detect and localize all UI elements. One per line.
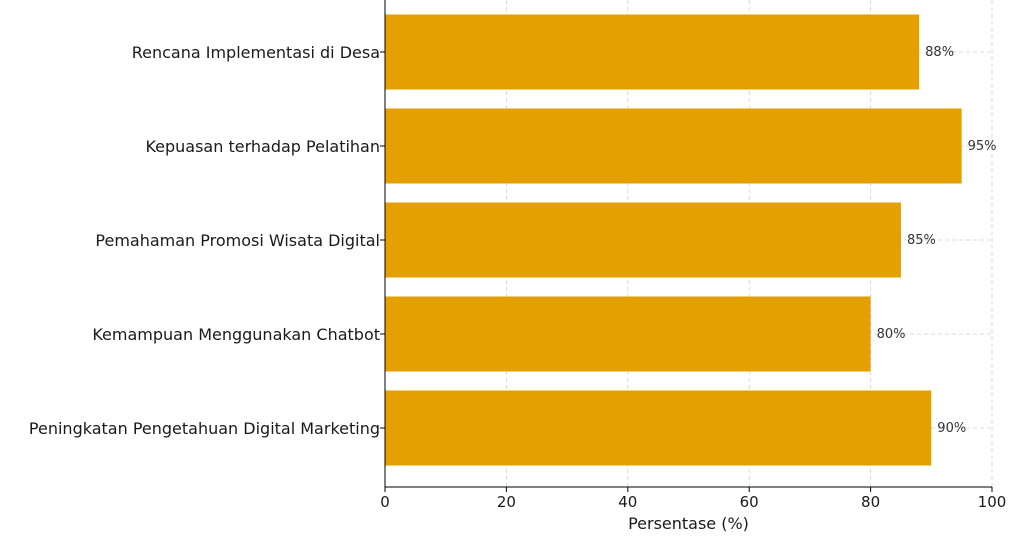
bar-value-label: 85% — [907, 233, 936, 248]
bar-value-label: 80% — [877, 327, 906, 342]
x-tick-label: 80 — [861, 493, 880, 511]
x-tick-label: 100 — [978, 493, 1007, 511]
labels-layer: 0 20 40 60 80 100 Peningkatan Pengetahuan Digi… — [29, 43, 1006, 511]
x-tick-label: 60 — [740, 493, 759, 511]
category-label: Peningkatan Pengetahuan Digital Marketin… — [29, 419, 380, 438]
category-label: Kepuasan terhadap Pelatihan — [145, 137, 380, 156]
bar — [385, 296, 871, 372]
bar-value-label: 95% — [968, 139, 997, 154]
x-tick-label: 0 — [380, 493, 390, 511]
bar-value-label: 88% — [925, 45, 954, 60]
axes-layer — [384, 0, 992, 488]
bar — [385, 14, 920, 90]
bar-value-label: 90% — [937, 421, 966, 436]
x-tick-label: 40 — [618, 493, 637, 511]
x-tick-label: 20 — [497, 493, 516, 511]
bar — [385, 108, 962, 184]
bars-layer — [385, 14, 962, 466]
x-axis-title: Persentase (%) — [628, 514, 749, 533]
category-label: Rencana Implementasi di Desa — [132, 43, 380, 62]
category-label: Kemampuan Menggunakan Chatbot — [92, 325, 380, 344]
category-label: Pemahaman Promosi Wisata Digital — [95, 231, 380, 250]
bar — [385, 202, 901, 278]
bar — [385, 390, 932, 466]
